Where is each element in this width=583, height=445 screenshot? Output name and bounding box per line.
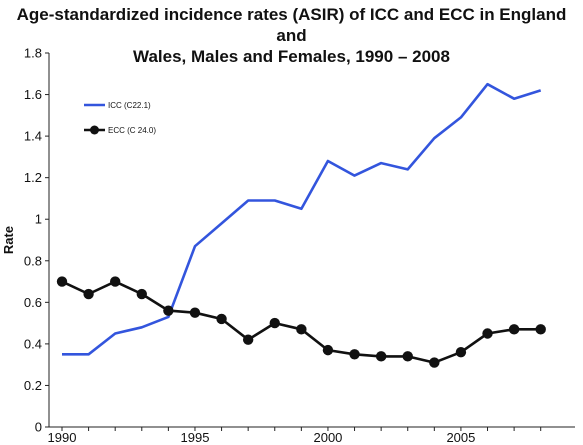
data-point	[242, 334, 254, 345]
series-ecc	[56, 276, 546, 368]
data-point	[56, 276, 68, 287]
series-icc	[62, 82, 542, 356]
y-tick-label: 1.8	[24, 46, 42, 61]
data-point	[163, 305, 174, 316]
x-tick-label: 1995	[181, 430, 210, 445]
y-tick-label: 1.2	[24, 170, 42, 185]
x-axis-ticks: 1990 1995 2000 2005	[48, 427, 542, 445]
y-tick-label: 0.6	[24, 295, 42, 310]
legend: ICC (C22.1) ECC (C 24.0)	[84, 101, 156, 135]
y-axis-label: Rate	[1, 226, 16, 254]
y-tick-label: 0.8	[24, 253, 42, 268]
x-tick-label: 2000	[313, 430, 342, 445]
data-point	[269, 317, 280, 329]
legend-label: ECC (C 24.0)	[108, 126, 156, 135]
legend-item: ECC (C 24.0)	[84, 125, 156, 135]
y-axis-ticks: 0 0.2 0.4 0.6 0.8 1 1.2 1.4 1.6 1.8	[24, 46, 49, 435]
data-point	[349, 349, 360, 360]
chart-title: Age-standardized incidence rates (ASIR) …	[0, 4, 583, 67]
series-layer	[56, 82, 546, 368]
data-point	[455, 347, 467, 358]
data-point	[535, 324, 546, 335]
data-point	[136, 288, 147, 300]
series-line	[61, 280, 541, 364]
data-point	[189, 307, 201, 318]
y-tick-label: 1.6	[24, 87, 42, 102]
data-point	[216, 313, 227, 325]
series-line	[62, 82, 542, 356]
chart-title-line-2: Wales, Males and Females, 1990 – 2008	[133, 47, 450, 66]
y-tick-label: 0.2	[24, 378, 42, 393]
data-point	[482, 328, 493, 339]
y-tick-label: 1.4	[24, 129, 42, 144]
x-tick-label: 2005	[446, 430, 475, 445]
legend-marker	[90, 125, 99, 135]
y-tick-label: 1	[35, 212, 42, 227]
data-point	[375, 351, 387, 362]
data-point	[83, 288, 94, 300]
y-tick-label: 0	[35, 420, 42, 435]
data-point	[508, 324, 520, 335]
legend-label: ICC (C22.1)	[108, 101, 151, 110]
data-point	[429, 357, 440, 368]
x-tick-label: 1990	[48, 430, 77, 445]
y-tick-label: 0.4	[24, 336, 42, 351]
data-point	[109, 276, 121, 287]
chart-title-line-1: Age-standardized incidence rates (ASIR) …	[16, 5, 567, 45]
legend-item: ICC (C22.1)	[84, 101, 151, 110]
data-point	[402, 351, 413, 362]
data-point	[322, 344, 334, 356]
data-point	[296, 324, 307, 335]
